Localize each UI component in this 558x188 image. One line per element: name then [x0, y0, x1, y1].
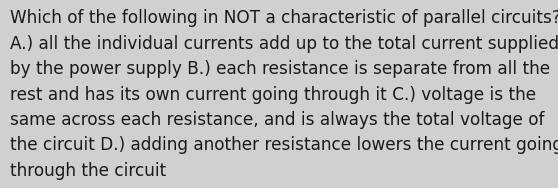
Text: rest and has its own current going through it C.) voltage is the: rest and has its own current going throu…: [10, 86, 536, 104]
Text: by the power supply B.) each resistance is separate from all the: by the power supply B.) each resistance …: [10, 60, 550, 78]
Text: through the circuit: through the circuit: [10, 162, 166, 180]
Text: A.) all the individual currents add up to the total current supplied: A.) all the individual currents add up t…: [10, 35, 558, 53]
Text: same across each resistance, and is always the total voltage of: same across each resistance, and is alwa…: [10, 111, 545, 129]
Text: Which of the following in NOT a characteristic of parallel circuits?: Which of the following in NOT a characte…: [10, 9, 558, 27]
Text: the circuit D.) adding another resistance lowers the current going: the circuit D.) adding another resistanc…: [10, 136, 558, 154]
